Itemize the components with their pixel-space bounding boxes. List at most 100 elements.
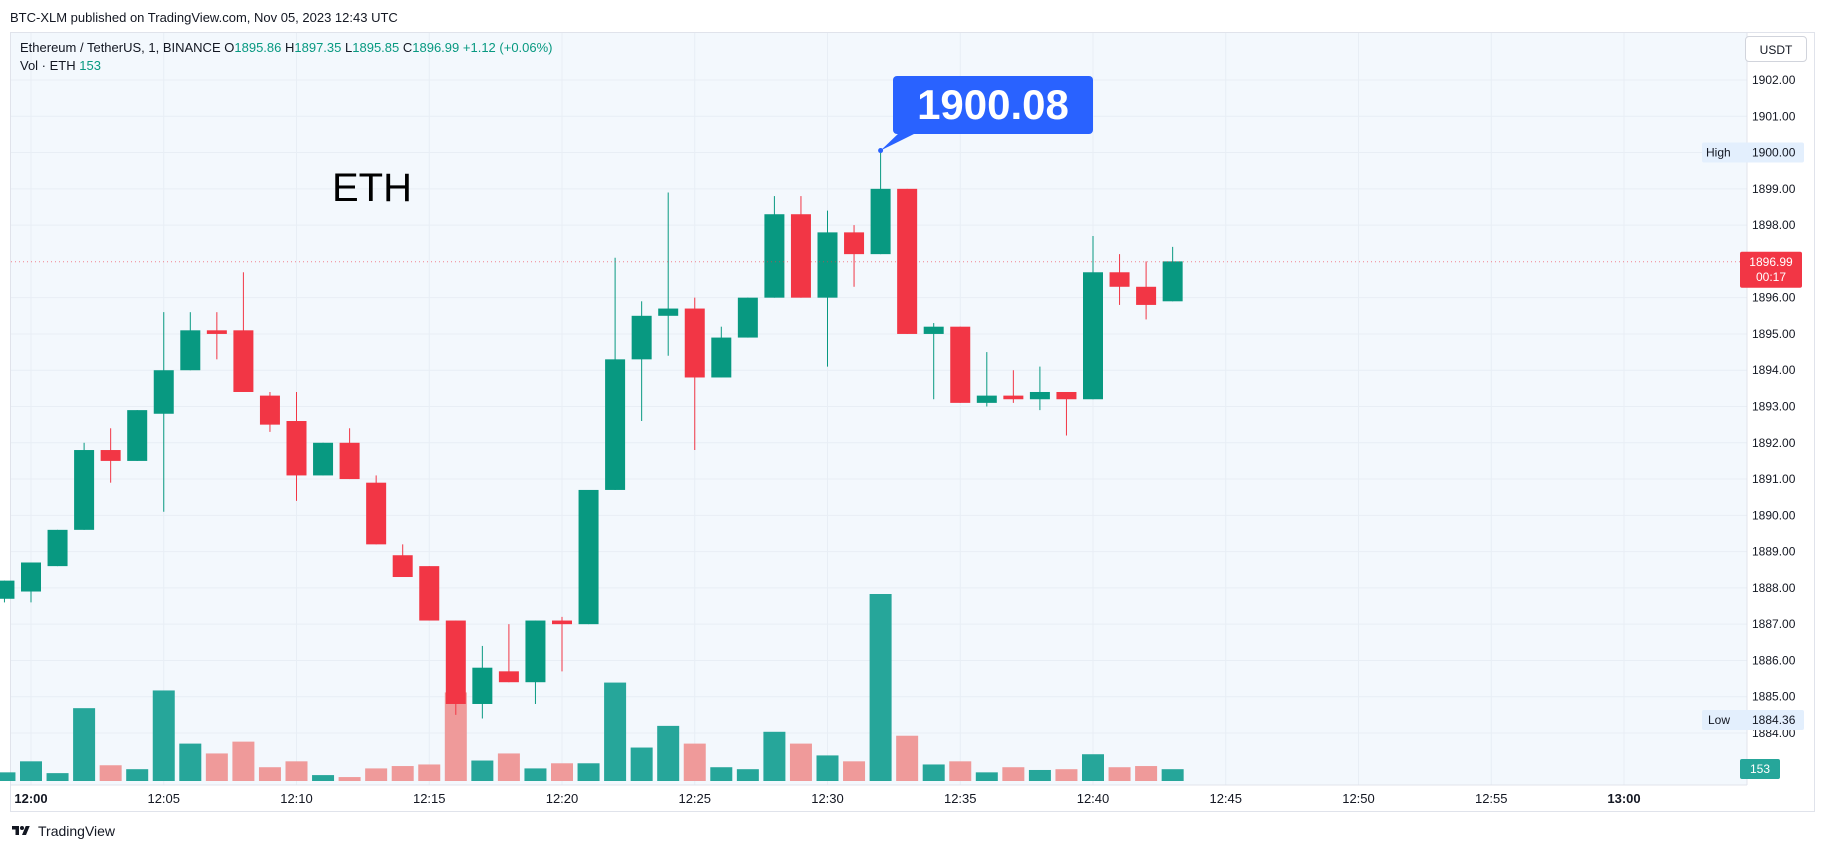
candle-body <box>21 562 41 592</box>
volume-bar <box>391 766 414 781</box>
candle-body <box>47 529 68 567</box>
last-price-value: 1896.99 <box>1749 255 1793 269</box>
candle-body <box>153 370 174 414</box>
candle-body <box>605 359 626 490</box>
x-tick-label: 12:35 <box>944 791 977 806</box>
y-tick-label: 1888.00 <box>1752 581 1796 595</box>
legend-symbol[interactable]: Ethereum / TetherUS, 1, BINANCE <box>20 40 221 55</box>
tradingview-logo-icon <box>12 826 30 835</box>
x-tick-label: 13:00 <box>1607 791 1640 806</box>
candle-body <box>100 450 121 461</box>
x-tick-label: 12:00 <box>14 791 47 806</box>
volume-bar <box>710 767 733 781</box>
legend-volume: 153 <box>79 58 101 73</box>
volume-bar <box>657 725 680 781</box>
legend-close: 1896.99 <box>412 40 460 55</box>
x-tick-label: 12:20 <box>546 791 579 806</box>
callout-value: 1900.08 <box>917 81 1069 128</box>
legend-open-label: O <box>224 40 235 55</box>
candle-body <box>790 214 811 298</box>
candle-body <box>764 214 785 298</box>
volume-bar <box>577 763 600 781</box>
currency-button[interactable]: USDT <box>1745 36 1807 62</box>
x-tick-label: 12:25 <box>678 791 711 806</box>
volume-bar <box>73 708 96 781</box>
volume-bar <box>1161 769 1184 781</box>
candle-body <box>498 671 519 683</box>
volume-bar <box>232 741 255 781</box>
volume-bar <box>20 761 42 781</box>
candle-body <box>1109 272 1130 287</box>
last-volume-tag <box>1740 759 1780 779</box>
candle-body <box>844 232 865 255</box>
candle-body <box>206 330 227 334</box>
footer-brand: TradingView <box>38 823 116 839</box>
candle-body <box>817 232 838 298</box>
volume-bar <box>1055 769 1078 781</box>
y-tick-label: 1885.00 <box>1752 690 1796 704</box>
y-tick-label: 1889.00 <box>1752 545 1796 559</box>
x-tick-label: 12:55 <box>1475 791 1508 806</box>
legend-close-label: C <box>402 40 413 55</box>
candle-body <box>0 580 15 599</box>
candle-body <box>392 555 413 578</box>
candle-body <box>525 620 546 683</box>
legend-change: +1.12 (+0.06%) <box>462 40 553 55</box>
candle-body <box>339 442 360 480</box>
volume-bar <box>843 761 866 781</box>
y-tick-label: 1896.00 <box>1752 291 1796 305</box>
volume-bar <box>338 777 361 781</box>
volume-bar <box>869 594 892 781</box>
candle-body <box>737 297 758 338</box>
volume-bar <box>630 747 653 781</box>
y-tick-label: 1887.00 <box>1752 617 1796 631</box>
legend-open: 1895.86 <box>234 40 282 55</box>
volume-bar <box>418 764 441 781</box>
chart-frame <box>10 32 1815 812</box>
volume-bar <box>1082 754 1104 781</box>
candle-body <box>445 620 466 704</box>
candle-body <box>1003 395 1024 400</box>
legend-high-label: H <box>285 40 295 55</box>
y-tick-label: 1898.00 <box>1752 218 1796 232</box>
y-tick-label: 1895.00 <box>1752 327 1796 341</box>
high-marker-bg <box>1702 142 1804 163</box>
volume-bar <box>205 753 228 781</box>
volume-bar <box>0 772 16 781</box>
low-marker-bg <box>1702 709 1804 730</box>
candle-body <box>233 330 254 392</box>
candle-body <box>127 410 148 461</box>
volume-bar <box>1135 766 1158 781</box>
volume-bar <box>683 743 706 781</box>
volume-bar <box>604 682 627 781</box>
candle-body <box>950 326 971 403</box>
tradingview-footer[interactable]: TradingView <box>10 823 115 839</box>
candle-body <box>870 188 891 255</box>
y-tick-label: 1902.00 <box>1752 73 1796 87</box>
legend-volume-label[interactable]: Vol · ETH <box>20 58 76 73</box>
callout-box <box>893 76 1093 134</box>
candle-body <box>1029 391 1050 400</box>
eth-text-annotation: ETH <box>332 166 412 210</box>
legend-high: 1897.35 <box>294 40 342 55</box>
candle-body <box>658 308 679 316</box>
y-tick-label: 1893.00 <box>1752 400 1796 414</box>
y-tick-label: 1886.00 <box>1752 653 1796 667</box>
callout-anchor-dot <box>878 148 884 154</box>
candle-body <box>286 421 307 476</box>
candle-body <box>552 620 572 625</box>
volume-bar <box>736 769 759 781</box>
candle-body <box>578 489 599 625</box>
volume-bar <box>975 772 998 781</box>
x-tick-label: 12:15 <box>413 791 446 806</box>
candle-body <box>976 395 997 403</box>
volume-bar <box>789 743 812 781</box>
candle-body <box>631 315 652 360</box>
volume-bar <box>1108 767 1131 781</box>
volume-bar <box>258 767 281 781</box>
chart-legend: Ethereum / TetherUS, 1, BINANCE O1895.86… <box>20 39 553 75</box>
volume-bar <box>312 775 335 781</box>
last-price-tag <box>1740 251 1802 288</box>
y-tick-label: 1899.00 <box>1752 182 1796 196</box>
